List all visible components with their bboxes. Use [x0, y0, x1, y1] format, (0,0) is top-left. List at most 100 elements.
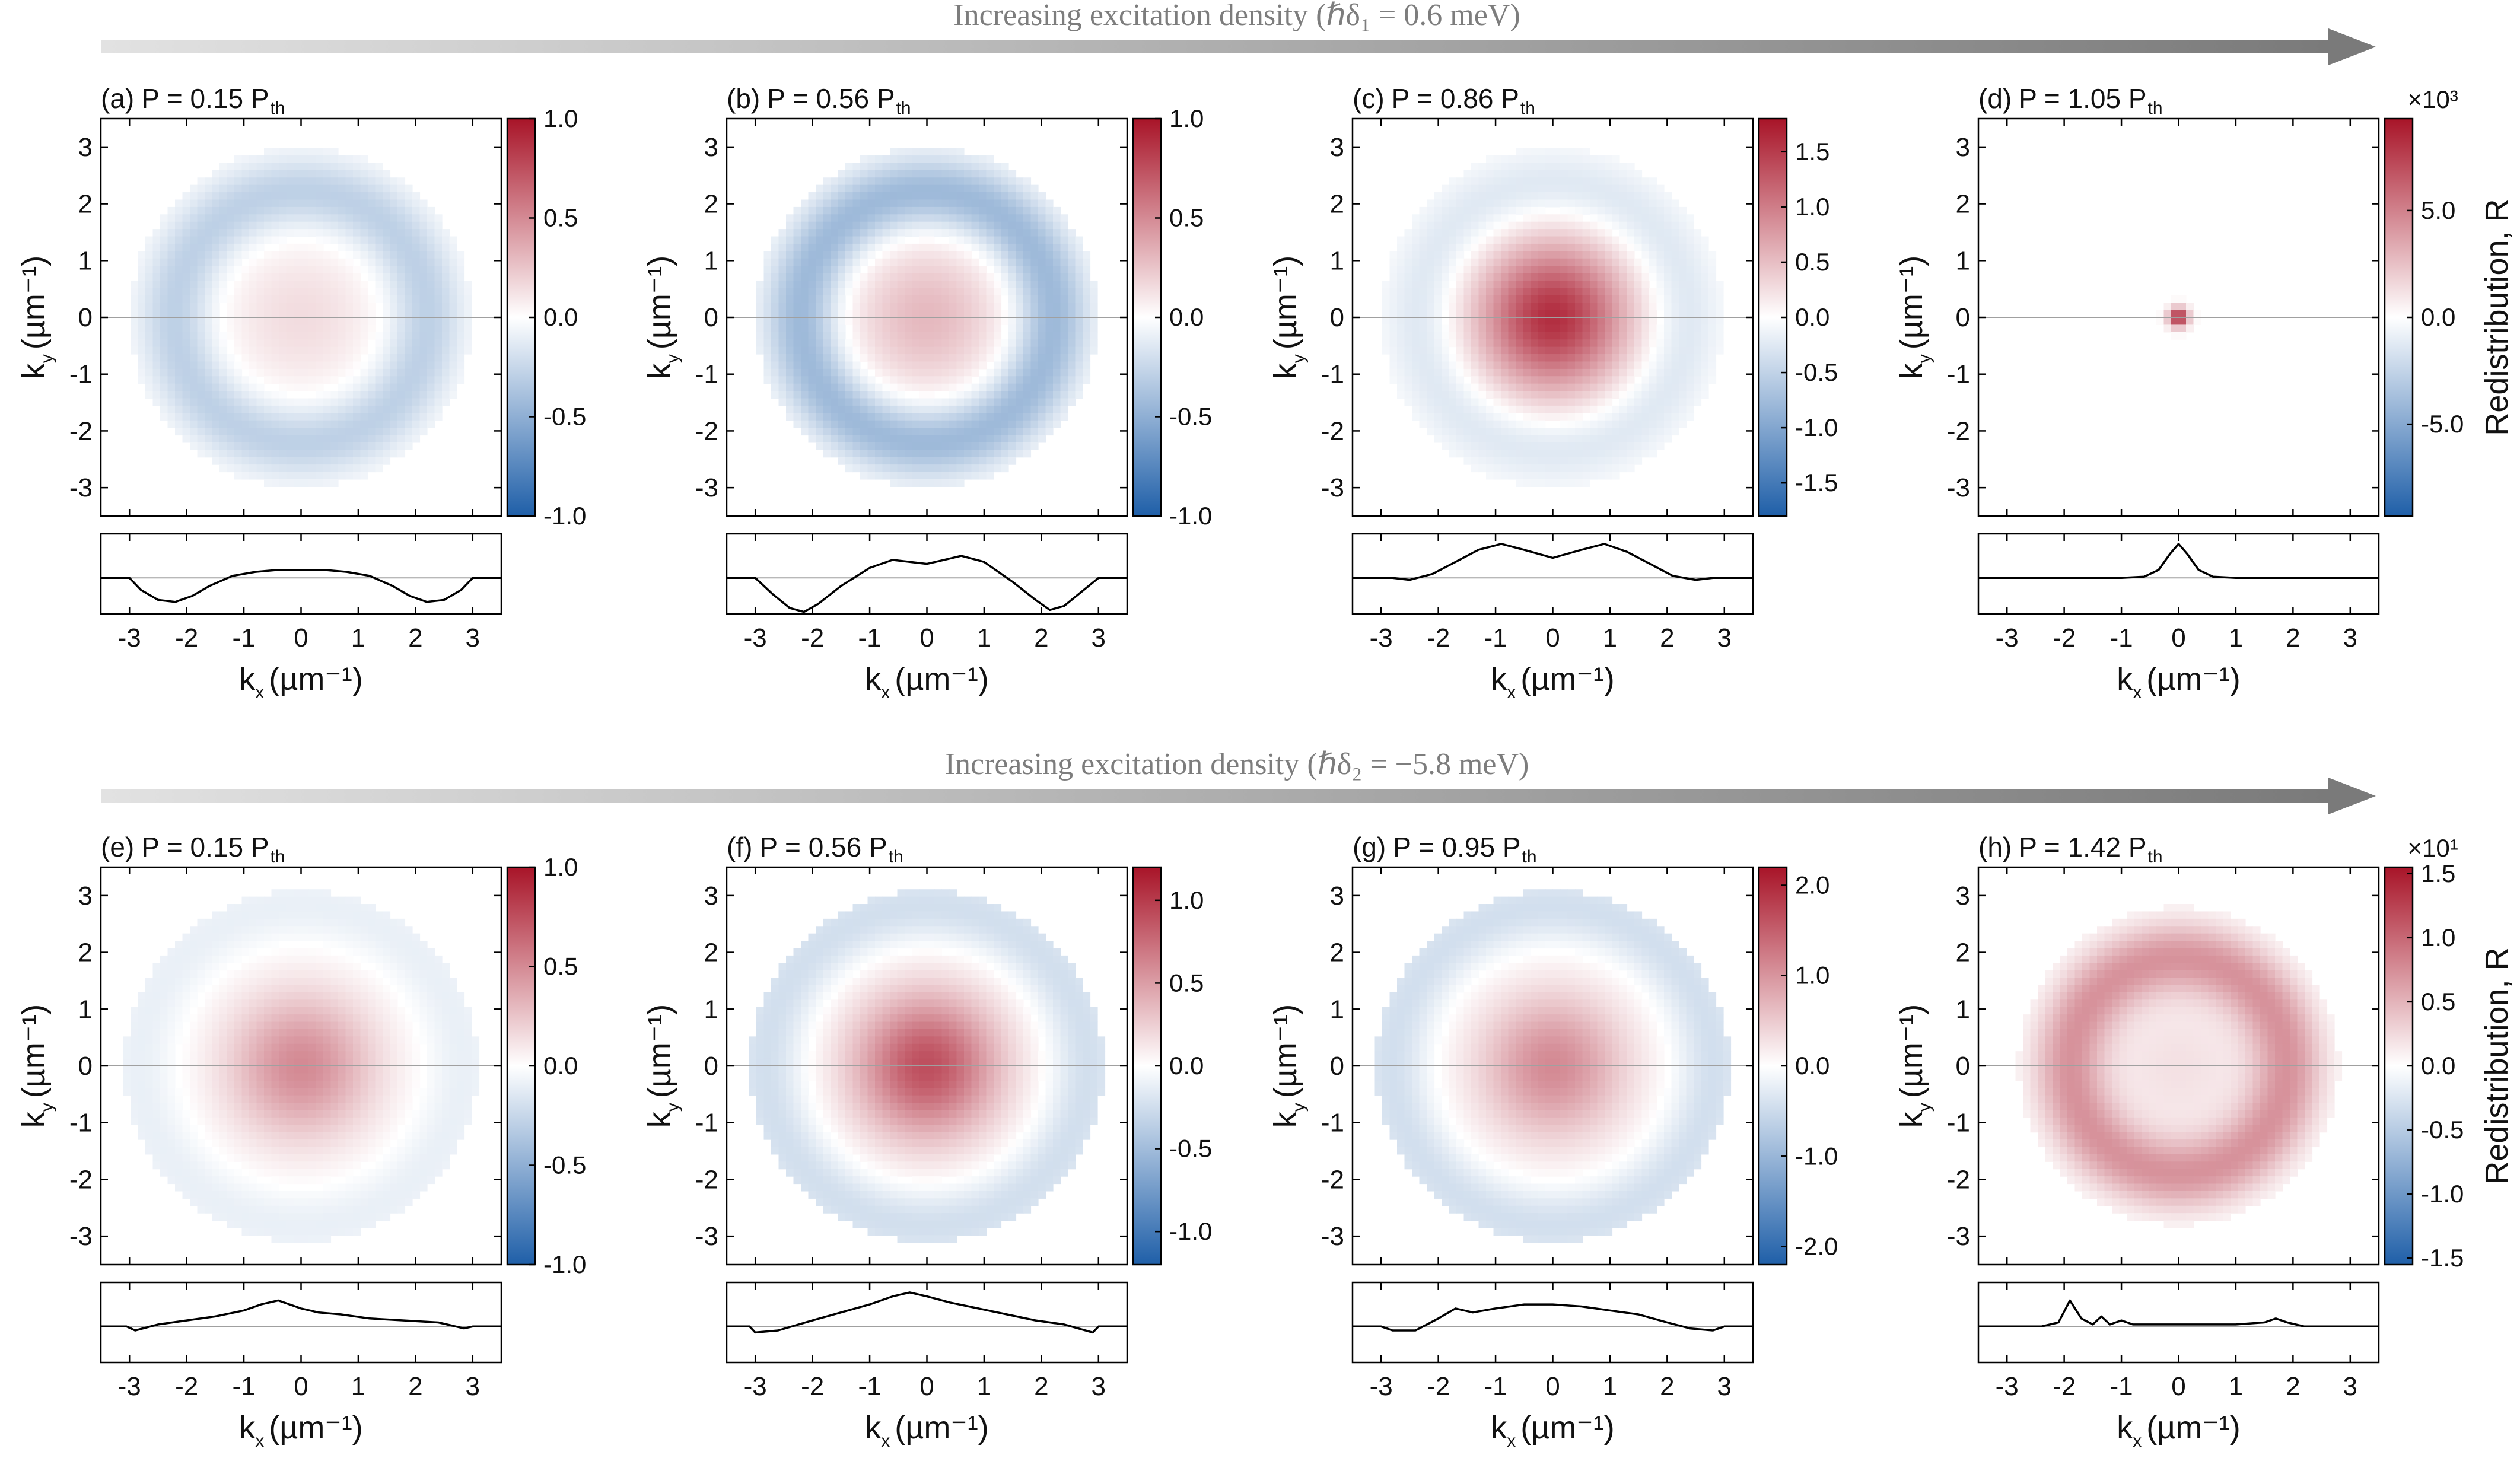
heatmap-cell: [1612, 163, 1620, 171]
heatmap-cell: [875, 288, 883, 296]
heatmap-cell: [882, 303, 890, 311]
heatmap-cell: [919, 280, 928, 288]
heatmap-cell: [286, 214, 294, 222]
heatmap-cell: [405, 214, 413, 222]
heatmap-cell: [1627, 266, 1635, 274]
heatmap-cell: [197, 398, 205, 406]
heatmap-cell: [1045, 428, 1054, 436]
heatmap-cell: [1486, 450, 1494, 458]
heatmap-cell: [219, 266, 228, 274]
heatmap-cell: [890, 148, 898, 156]
heatmap-cell: [1434, 346, 1442, 355]
heatmap-cell: [330, 317, 339, 326]
heatmap-cell: [279, 354, 287, 362]
heatmap-cell: [1656, 243, 1665, 251]
heatmap-cell: [934, 428, 943, 436]
heatmap-cell: [1434, 332, 1442, 340]
heatmap-cell: [1552, 155, 1561, 164]
heatmap-cell: [1656, 391, 1665, 399]
heatmap-cell: [131, 317, 139, 326]
heatmap-cell: [1627, 163, 1635, 171]
heatmap-cell: [227, 258, 235, 266]
heatmap-cell: [160, 229, 168, 237]
heatmap-cell: [338, 442, 346, 450]
heatmap-cell: [1038, 236, 1046, 244]
heatmap-cell: [375, 413, 383, 421]
heatmap-cell: [286, 184, 294, 193]
heatmap-cell: [442, 324, 450, 333]
heatmap-cell: [979, 199, 987, 208]
heatmap-cell: [845, 280, 854, 288]
heatmap-cell: [964, 295, 972, 303]
heatmap-cell: [890, 317, 898, 326]
heatmap-cell: [271, 405, 279, 413]
heatmap-cell: [256, 229, 265, 237]
heatmap-cell: [1508, 361, 1516, 370]
heatmap-cell: [427, 376, 435, 384]
heatmap-cell: [852, 361, 861, 370]
heatmap-cell: [375, 192, 383, 200]
heatmap-cell: [949, 303, 957, 311]
heatmap-cell: [949, 163, 957, 171]
heatmap-cell: [316, 332, 324, 340]
heatmap-cell: [1023, 450, 1032, 458]
heatmap-cell: [1597, 163, 1605, 171]
heatmap-cell: [1531, 442, 1539, 450]
heatmap-cell: [1560, 155, 1568, 164]
heatmap-cell: [345, 450, 354, 458]
heatmap-cell: [279, 457, 287, 465]
heatmap-cell: [941, 184, 950, 193]
heatmap-cell: [979, 310, 987, 318]
heatmap-cell: [330, 376, 339, 384]
heatmap-cell: [912, 442, 920, 450]
heatmap-cell: [271, 398, 279, 406]
heatmap-cell: [927, 214, 935, 222]
heatmap-cell: [1567, 221, 1576, 230]
heatmap-cell: [1649, 177, 1657, 186]
heatmap-cell: [412, 236, 421, 244]
heatmap-cell: [219, 413, 228, 421]
heatmap-cell: [882, 472, 890, 480]
heatmap-cell: [1634, 236, 1643, 244]
heatmap-cell: [1404, 361, 1412, 370]
heatmap-cell: [264, 420, 272, 428]
heatmap-cell: [1419, 243, 1427, 251]
heatmap-cell: [427, 295, 435, 303]
heatmap-cell: [271, 354, 279, 362]
heatmap-cell: [1523, 184, 1531, 193]
heatmap-cell: [949, 229, 957, 237]
heatmap-cell: [860, 391, 868, 399]
heatmap-cell: [905, 398, 913, 406]
heatmap-cell: [1008, 413, 1017, 421]
heatmap-cell: [964, 177, 972, 186]
heatmap-cell: [279, 368, 287, 377]
heatmap-cell: [1419, 361, 1427, 370]
heatmap-cell: [1001, 243, 1009, 251]
heatmap-cell: [256, 339, 265, 348]
heatmap-cell: [1649, 413, 1657, 421]
heatmap-cell: [1508, 457, 1516, 465]
heatmap-cell: [986, 317, 994, 326]
heatmap-cell: [905, 266, 913, 274]
heatmap-cell: [941, 258, 950, 266]
heatmap-cell: [1560, 472, 1568, 480]
heatmap-cell: [1419, 324, 1427, 333]
heatmap-cell: [994, 163, 1002, 171]
heatmap-cell: [1523, 479, 1531, 487]
heatmap-cell: [793, 405, 801, 413]
heatmap-cell: [1478, 170, 1487, 178]
heatmap-cell: [897, 199, 905, 208]
heatmap-cell: [875, 361, 883, 370]
heatmap-cell: [205, 273, 213, 281]
heatmap-cell: [852, 420, 861, 428]
heatmap-cell: [1634, 206, 1643, 215]
heatmap-cell: [182, 258, 190, 266]
heatmap-cell: [905, 199, 913, 208]
heatmap-cell: [1552, 184, 1561, 193]
heatmap-cell: [360, 199, 368, 208]
heatmap-cell: [1567, 383, 1576, 391]
heatmap-cell: [964, 398, 972, 406]
heatmap-cell: [1471, 258, 1479, 266]
heatmap-cell: [1619, 324, 1628, 333]
heatmap-cell: [927, 288, 935, 296]
